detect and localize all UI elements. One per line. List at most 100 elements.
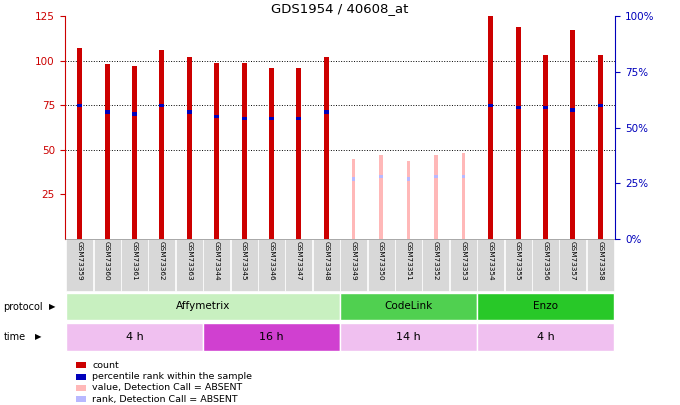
Bar xyxy=(203,324,340,351)
Bar xyxy=(324,110,328,114)
Bar xyxy=(94,239,120,291)
Bar xyxy=(515,27,521,239)
Bar xyxy=(488,104,493,107)
Bar xyxy=(187,110,192,114)
Bar xyxy=(435,155,437,239)
Text: GSM73348: GSM73348 xyxy=(323,241,329,280)
Bar xyxy=(258,239,285,291)
Bar xyxy=(407,177,410,181)
Text: GSM73357: GSM73357 xyxy=(570,241,576,280)
Bar xyxy=(462,175,465,178)
Text: 4 h: 4 h xyxy=(126,332,143,341)
Bar xyxy=(296,117,301,120)
Bar xyxy=(368,239,394,291)
Text: GSM73359: GSM73359 xyxy=(77,241,83,280)
Bar xyxy=(148,239,175,291)
Text: 14 h: 14 h xyxy=(396,332,421,341)
Text: GSM73344: GSM73344 xyxy=(214,241,220,280)
Bar xyxy=(286,239,312,291)
Bar xyxy=(75,362,86,368)
Text: GSM73355: GSM73355 xyxy=(515,241,521,280)
Text: Affymetrix: Affymetrix xyxy=(176,301,230,311)
Bar xyxy=(296,68,301,239)
Text: GSM73349: GSM73349 xyxy=(351,241,357,280)
Bar xyxy=(176,239,203,291)
Bar xyxy=(477,293,614,320)
Bar xyxy=(340,239,367,291)
Bar xyxy=(560,239,586,291)
Bar xyxy=(462,153,465,239)
Title: GDS1954 / 40608_at: GDS1954 / 40608_at xyxy=(271,2,409,15)
Text: GSM73346: GSM73346 xyxy=(269,241,275,280)
Bar xyxy=(435,175,437,178)
Bar xyxy=(379,155,383,239)
Bar xyxy=(241,117,247,120)
Bar xyxy=(515,106,521,109)
Bar xyxy=(159,50,165,239)
Bar xyxy=(571,30,575,239)
Text: protocol: protocol xyxy=(3,302,43,311)
Bar xyxy=(75,374,86,380)
Bar xyxy=(66,324,203,351)
Text: GSM73358: GSM73358 xyxy=(597,241,603,280)
Text: GSM73347: GSM73347 xyxy=(296,241,302,280)
Text: ▶: ▶ xyxy=(35,333,42,341)
Text: GSM73362: GSM73362 xyxy=(159,241,165,280)
Bar xyxy=(450,239,477,291)
Bar xyxy=(214,62,219,239)
Bar xyxy=(241,62,247,239)
Bar xyxy=(66,293,340,320)
Bar xyxy=(422,239,449,291)
Bar xyxy=(598,55,602,239)
Bar xyxy=(571,108,575,111)
Bar xyxy=(269,117,274,120)
Text: value, Detection Call = ABSENT: value, Detection Call = ABSENT xyxy=(92,384,242,392)
Text: GSM73352: GSM73352 xyxy=(433,241,439,280)
Bar xyxy=(532,239,559,291)
Text: Enzo: Enzo xyxy=(533,301,558,311)
Bar xyxy=(66,239,93,291)
Text: ▶: ▶ xyxy=(49,302,56,311)
Bar xyxy=(488,16,493,239)
Text: GSM73350: GSM73350 xyxy=(378,241,384,280)
Bar xyxy=(543,106,548,109)
Bar xyxy=(78,104,82,107)
Bar xyxy=(505,239,532,291)
Bar xyxy=(187,57,192,239)
Bar xyxy=(313,239,340,291)
Bar xyxy=(121,239,148,291)
Text: GSM73360: GSM73360 xyxy=(104,241,110,280)
Bar xyxy=(231,239,258,291)
Text: CodeLink: CodeLink xyxy=(384,301,432,311)
Bar xyxy=(132,66,137,239)
Text: 16 h: 16 h xyxy=(259,332,284,341)
Text: GSM73356: GSM73356 xyxy=(543,241,549,280)
Text: GSM73354: GSM73354 xyxy=(488,241,494,280)
Text: GSM73353: GSM73353 xyxy=(460,241,466,280)
Bar xyxy=(75,396,86,402)
Bar xyxy=(598,104,602,107)
Bar xyxy=(477,239,504,291)
Text: rank, Detection Call = ABSENT: rank, Detection Call = ABSENT xyxy=(92,394,238,404)
Text: GSM73345: GSM73345 xyxy=(241,241,247,280)
Bar xyxy=(324,57,328,239)
Bar xyxy=(352,159,356,239)
Bar xyxy=(105,110,109,114)
Bar xyxy=(78,48,82,239)
Text: percentile rank within the sample: percentile rank within the sample xyxy=(92,372,252,382)
Bar xyxy=(269,68,274,239)
Bar xyxy=(214,115,219,118)
Bar xyxy=(587,239,614,291)
Bar xyxy=(379,175,383,178)
Text: GSM73363: GSM73363 xyxy=(186,241,192,280)
Bar xyxy=(159,104,165,107)
Bar xyxy=(340,293,477,320)
Bar xyxy=(477,324,614,351)
Text: time: time xyxy=(3,332,26,342)
Text: count: count xyxy=(92,360,119,370)
Text: GSM73361: GSM73361 xyxy=(131,241,137,280)
Bar xyxy=(407,160,410,239)
Bar xyxy=(543,55,548,239)
Text: 4 h: 4 h xyxy=(537,332,554,341)
Bar xyxy=(105,64,109,239)
